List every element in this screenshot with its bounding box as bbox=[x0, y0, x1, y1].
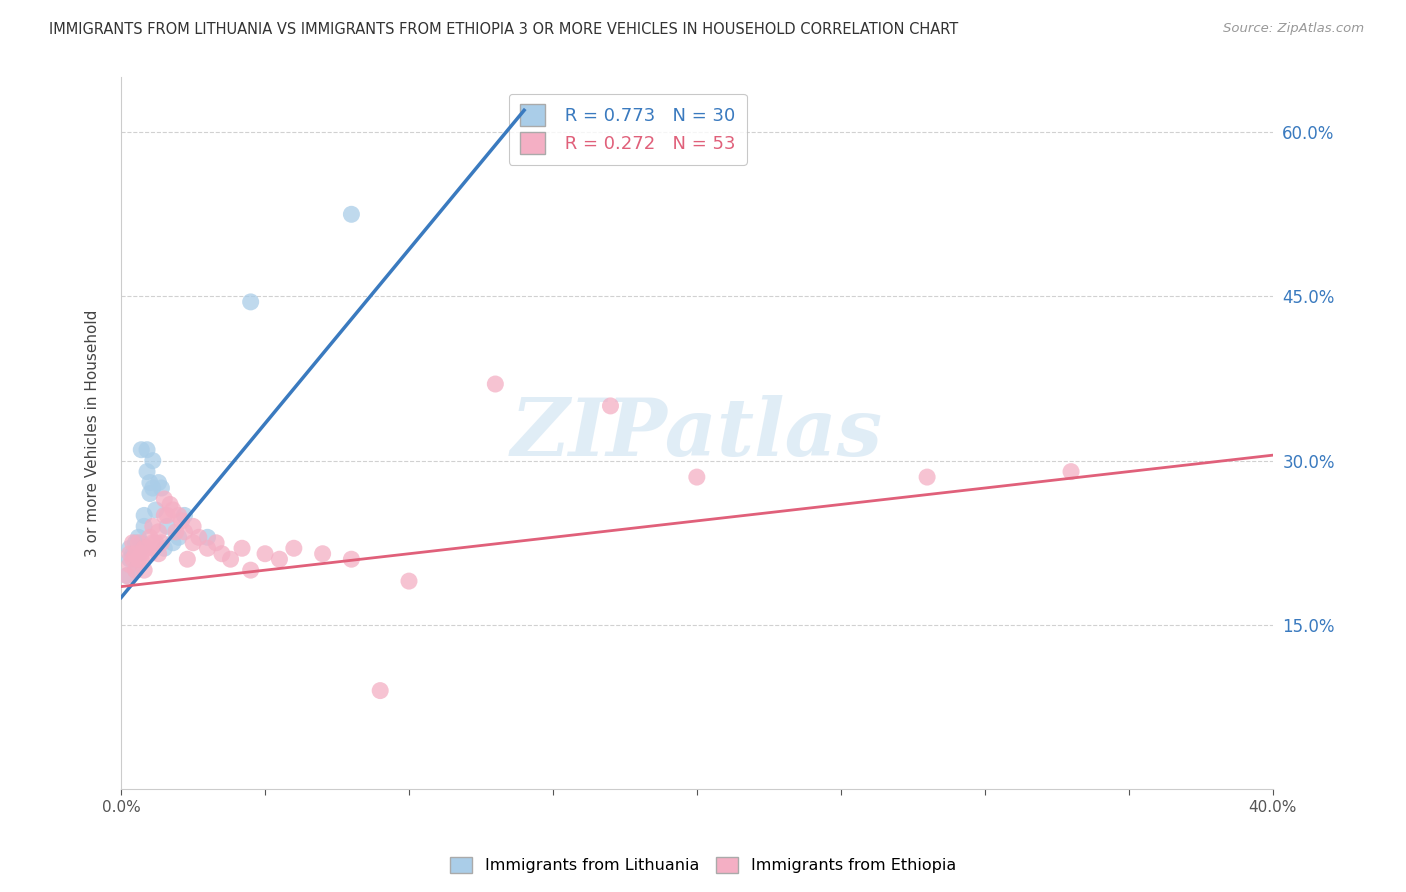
Y-axis label: 3 or more Vehicles in Household: 3 or more Vehicles in Household bbox=[86, 310, 100, 557]
Point bbox=[165, 524, 187, 539]
Point bbox=[484, 377, 506, 392]
Point bbox=[686, 470, 709, 484]
Text: Source: ZipAtlas.com: Source: ZipAtlas.com bbox=[1223, 22, 1364, 36]
Point bbox=[142, 453, 165, 467]
Point bbox=[139, 530, 162, 544]
Point bbox=[142, 536, 165, 550]
Point bbox=[368, 683, 391, 698]
Point bbox=[124, 547, 146, 561]
Point bbox=[153, 541, 176, 556]
Point bbox=[187, 530, 209, 544]
Point bbox=[129, 552, 152, 566]
Point bbox=[142, 519, 165, 533]
Point bbox=[231, 541, 253, 556]
Point bbox=[269, 552, 291, 566]
Point bbox=[340, 207, 363, 221]
Point bbox=[115, 568, 138, 582]
Point bbox=[134, 541, 156, 556]
Point bbox=[150, 481, 173, 495]
Point bbox=[170, 514, 193, 528]
Point bbox=[283, 541, 305, 556]
Point bbox=[127, 552, 149, 566]
Point bbox=[124, 563, 146, 577]
Point bbox=[121, 552, 143, 566]
Point bbox=[136, 442, 159, 457]
Point bbox=[136, 465, 159, 479]
Point bbox=[121, 536, 143, 550]
Point bbox=[599, 399, 621, 413]
Point bbox=[129, 442, 152, 457]
Point bbox=[176, 552, 198, 566]
Point bbox=[142, 481, 165, 495]
Point bbox=[118, 547, 141, 561]
Point bbox=[118, 558, 141, 572]
Point bbox=[139, 547, 162, 561]
Point bbox=[181, 536, 204, 550]
Point bbox=[134, 563, 156, 577]
Point bbox=[340, 552, 363, 566]
Point bbox=[148, 524, 170, 539]
Point bbox=[134, 519, 156, 533]
Point bbox=[139, 486, 162, 500]
Point bbox=[115, 568, 138, 582]
Point bbox=[124, 536, 146, 550]
Point bbox=[127, 530, 149, 544]
Point bbox=[129, 547, 152, 561]
Legend: Immigrants from Lithuania, Immigrants from Ethiopia: Immigrants from Lithuania, Immigrants fr… bbox=[444, 850, 962, 880]
Point bbox=[254, 547, 277, 561]
Point bbox=[148, 475, 170, 490]
Point bbox=[181, 519, 204, 533]
Point bbox=[239, 563, 262, 577]
Point bbox=[159, 498, 181, 512]
Point bbox=[173, 524, 195, 539]
Point bbox=[118, 552, 141, 566]
Point bbox=[139, 475, 162, 490]
Point bbox=[398, 574, 420, 588]
Point bbox=[118, 541, 141, 556]
Point bbox=[167, 508, 190, 523]
Point bbox=[127, 547, 149, 561]
Point bbox=[197, 541, 219, 556]
Point bbox=[156, 508, 179, 523]
Point bbox=[136, 541, 159, 556]
Point bbox=[153, 491, 176, 506]
Point bbox=[167, 530, 190, 544]
Text: IMMIGRANTS FROM LITHUANIA VS IMMIGRANTS FROM ETHIOPIA 3 OR MORE VEHICLES IN HOUS: IMMIGRANTS FROM LITHUANIA VS IMMIGRANTS … bbox=[49, 22, 959, 37]
Text: ZIPatlas: ZIPatlas bbox=[510, 394, 883, 472]
Point bbox=[1060, 465, 1083, 479]
Point bbox=[311, 547, 333, 561]
Point bbox=[134, 508, 156, 523]
Point bbox=[127, 536, 149, 550]
Point bbox=[129, 536, 152, 550]
Point bbox=[205, 536, 228, 550]
Point bbox=[145, 536, 167, 550]
Point bbox=[211, 547, 233, 561]
Point bbox=[156, 519, 179, 533]
Point bbox=[219, 552, 242, 566]
Point bbox=[145, 503, 167, 517]
Point bbox=[148, 547, 170, 561]
Point bbox=[162, 503, 184, 517]
Point bbox=[153, 508, 176, 523]
Point bbox=[915, 470, 938, 484]
Point bbox=[121, 547, 143, 561]
Point bbox=[239, 294, 262, 309]
Point bbox=[129, 541, 152, 556]
Point bbox=[124, 563, 146, 577]
Point bbox=[173, 508, 195, 523]
Point bbox=[197, 530, 219, 544]
Point bbox=[162, 536, 184, 550]
Legend:  R = 0.773   N = 30,  R = 0.272   N = 53: R = 0.773 N = 30, R = 0.272 N = 53 bbox=[509, 94, 747, 165]
Point bbox=[150, 536, 173, 550]
